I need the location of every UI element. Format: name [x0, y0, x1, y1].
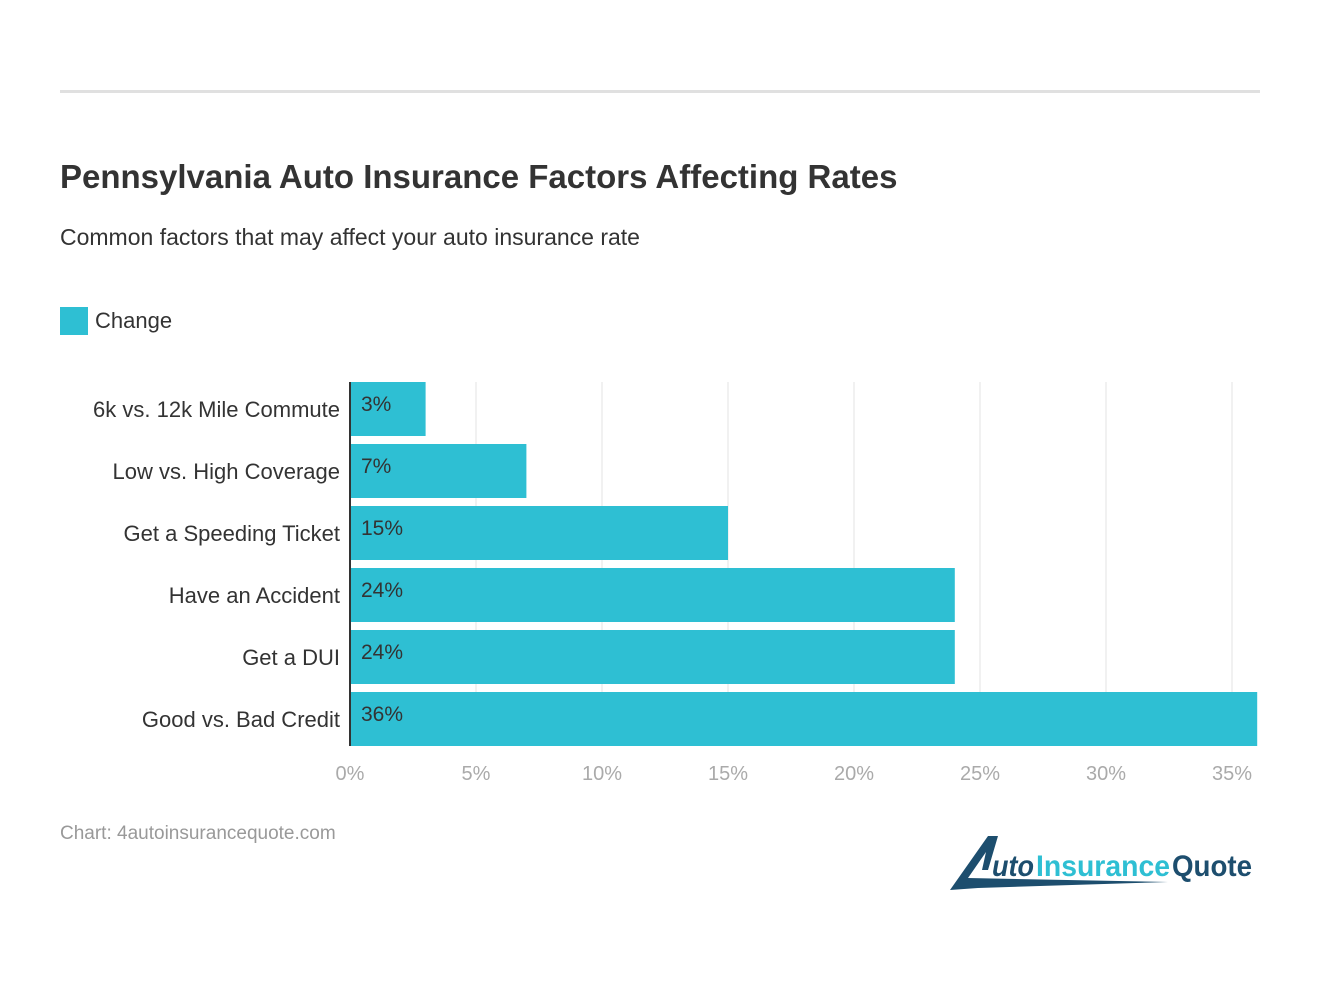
- y-category-label: Get a Speeding Ticket: [124, 521, 340, 546]
- y-category-label: Have an Accident: [169, 583, 340, 608]
- top-divider: [60, 90, 1260, 93]
- bar: [350, 630, 955, 684]
- data-label: 7%: [361, 455, 391, 478]
- bar: [350, 692, 1258, 746]
- data-label: 3%: [361, 393, 391, 416]
- bar: [350, 444, 527, 498]
- chart-subtitle: Common factors that may affect your auto…: [60, 224, 640, 250]
- x-tick-label: 25%: [960, 763, 1000, 785]
- x-tick-label: 20%: [834, 763, 874, 785]
- chart-title: Pennsylvania Auto Insurance Factors Affe…: [60, 158, 898, 195]
- x-tick-label: 30%: [1086, 763, 1126, 785]
- data-label: 36%: [361, 703, 403, 726]
- y-category-label: Good vs. Bad Credit: [142, 707, 340, 732]
- logo-image: uto Insurance Quote: [950, 836, 1252, 890]
- y-category-label: Get a DUI: [242, 645, 340, 670]
- bar: [350, 382, 426, 436]
- x-tick-label: 10%: [582, 763, 622, 785]
- legend: Change: [60, 307, 172, 335]
- svg-text:Quote: Quote: [1172, 850, 1252, 883]
- chart-source: Chart: 4autoinsurancequote.com: [60, 823, 336, 844]
- y-category-label: 6k vs. 12k Mile Commute: [93, 397, 340, 422]
- x-tick-label: 5%: [462, 763, 491, 785]
- legend-swatch: [60, 307, 88, 335]
- data-label: 15%: [361, 517, 403, 540]
- y-category-label: Low vs. High Coverage: [113, 459, 340, 484]
- x-tick-label: 0%: [336, 763, 365, 785]
- bar: [350, 506, 728, 560]
- bar: [350, 568, 955, 622]
- svg-text:Insurance: Insurance: [1036, 850, 1170, 883]
- x-tick-label: 15%: [708, 763, 748, 785]
- data-label: 24%: [361, 641, 403, 664]
- data-label: 24%: [361, 579, 403, 602]
- x-tick-label: 35%: [1212, 763, 1252, 785]
- svg-text:uto: uto: [992, 850, 1034, 883]
- legend-label: Change: [95, 308, 173, 333]
